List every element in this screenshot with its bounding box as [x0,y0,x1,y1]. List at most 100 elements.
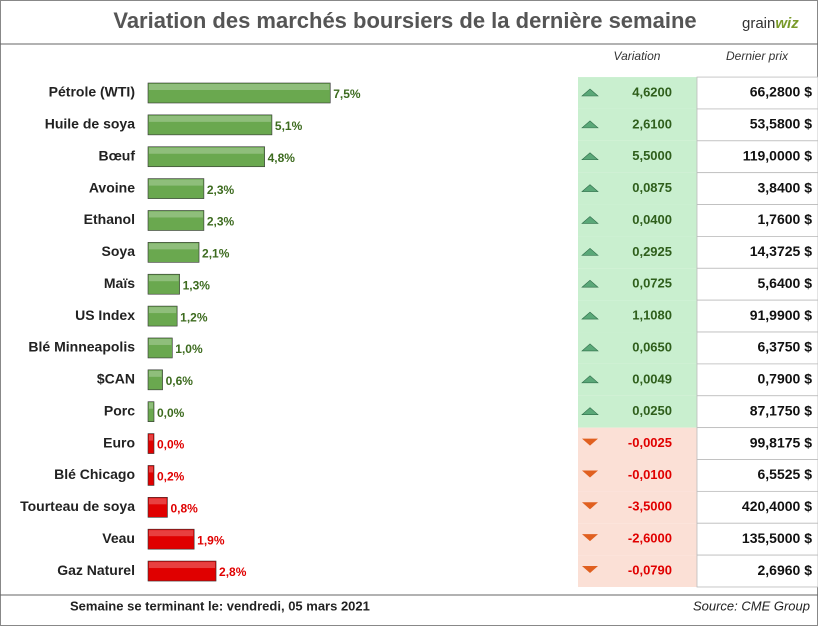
category-label: Soya [102,243,136,259]
category-label: $CAN [97,371,135,387]
variation-cell [578,395,697,428]
variation-value: -2,6000 [628,531,672,546]
price-value: 53,5800 $ [750,116,812,132]
value-label: 0,2% [157,470,185,484]
price-value: 135,5000 $ [742,530,812,546]
category-label: Pétrole (WTI) [49,84,135,100]
arrow-down [582,470,598,478]
category-label: Tourteau de soya [20,498,135,514]
bar-shine [149,115,271,122]
value-label: 1,0% [175,342,203,356]
category-label: Blé Chicago [54,466,135,482]
arrow-up [581,407,599,415]
bar [147,273,180,295]
variation-value: 2,6100 [632,116,672,131]
bar [147,433,155,454]
price-cell [696,554,818,588]
variation-cell [578,332,697,364]
price-cell [696,490,818,524]
arrow-up [581,343,599,352]
bar-shine [149,466,153,473]
bar-shine [149,530,194,537]
value-label: 0,8% [170,501,198,515]
price-value: 99,8175 $ [750,434,812,450]
chart-title: Variation des marchés boursiers de la de… [113,8,696,33]
bar [147,337,173,359]
price-value: 2,6960 $ [758,562,813,578]
arrow-down [582,566,598,574]
variation-cell [578,108,697,141]
bar [147,401,155,423]
bar [147,114,273,136]
price-cell [696,267,818,301]
value-label: 2,3% [207,183,235,197]
value-label: 1,2% [180,310,208,324]
bar [147,82,331,104]
variation-cell [578,77,697,109]
variation-value: 0,0875 [632,180,672,195]
variation-value: 1,1080 [632,308,672,323]
variation-value: 0,0400 [632,212,672,227]
value-label: 2,8% [219,565,247,579]
arrow-up [581,311,599,320]
arrow-down [582,534,598,542]
arrow-up [581,120,599,129]
category-label: Porc [104,402,135,418]
variation-value: 0,2925 [632,244,672,259]
value-label: 4,8% [268,151,296,165]
bar-shine [149,434,153,441]
bar-shine [149,179,203,186]
value-label: 0,0% [157,438,185,452]
variation-cell [578,268,697,301]
bar-shine [149,211,203,218]
bar-shine [149,402,153,409]
bar-shine [149,243,199,250]
variation-cell [578,491,697,524]
category-label: Gaz Naturel [57,562,135,578]
variation-cell [578,523,697,556]
bar [147,465,155,486]
price-cell [696,140,818,174]
arrow-down [582,438,598,446]
category-label: Euro [103,434,135,450]
price-value: 66,2800 $ [750,84,812,100]
bar [147,146,265,168]
category-label: Maïs [104,275,135,291]
logo: grainwiz [742,15,799,32]
logo-part: wiz [775,15,799,32]
price-cell [696,108,818,142]
bar [147,369,163,391]
logo-part: grain [742,15,775,32]
price-cell [696,204,818,237]
variation-cell [578,140,697,173]
bar-shine [149,562,216,569]
arrow-up [581,152,599,161]
price-value: 420,4000 $ [742,498,812,514]
category-label: Veau [102,530,135,546]
price-value: 87,1750 $ [750,402,812,418]
value-label: 5,1% [275,119,303,133]
arrow-up [581,216,599,224]
arrow-up [581,279,599,288]
variation-value: -0,0025 [628,435,672,450]
price-cell [696,427,818,460]
bar-shine [149,84,330,90]
value-label: 2,3% [207,215,235,229]
bar [147,305,178,327]
variation-cell [578,172,697,205]
variation-cell [578,459,697,492]
price-value: 91,9900 $ [750,307,812,323]
category-label: Blé Minneapolis [28,339,135,355]
price-cell [696,459,818,492]
bar [147,497,168,518]
variation-value: -0,0790 [628,562,672,577]
variation-value: -0,0100 [628,467,672,482]
variation-cell [578,427,697,460]
bar [147,528,195,550]
category-label: Ethanol [84,211,135,227]
bar-shine [149,338,172,345]
arrow-up [581,184,599,192]
variation-value: 0,0650 [632,339,672,354]
category-label: US Index [75,307,135,323]
footer-right: Source: CME Group [693,598,810,613]
